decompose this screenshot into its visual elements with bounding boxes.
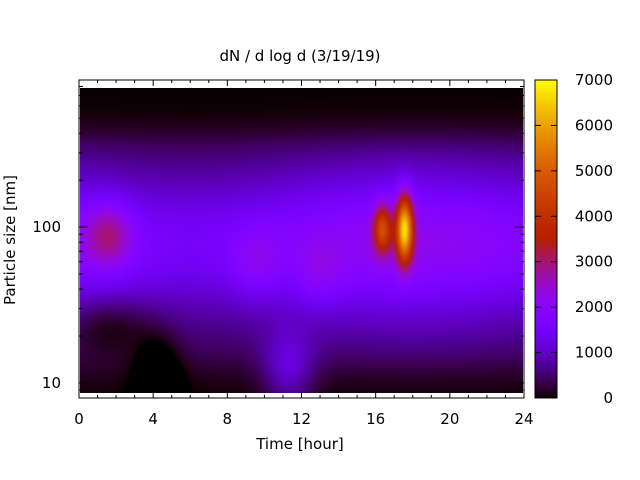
- colorbar-tick-label: 0: [603, 389, 613, 407]
- x-tick-label: 20: [440, 410, 459, 428]
- chart-title: dN / d log d (3/19/19): [219, 47, 380, 65]
- y-tick-label: 100: [32, 218, 61, 236]
- heatmap-canvas: [80, 88, 523, 393]
- x-axis-ticks: 0 4 8 12 16 20 24: [74, 80, 534, 428]
- colorbar-tick-label: 1000: [575, 344, 613, 362]
- x-tick-label: 12: [292, 410, 311, 428]
- colorbar-tick-label: 3000: [575, 253, 613, 271]
- plot-area: [78, 79, 525, 399]
- y-axis-label: Particle size [nm]: [1, 175, 19, 305]
- y-tick-label: 10: [42, 374, 61, 392]
- colorbar-tick-label: 6000: [575, 116, 613, 134]
- x-axis-label: Time [hour]: [255, 435, 344, 453]
- colorbar-canvas: [535, 80, 557, 398]
- colorbar-tick-label: 7000: [575, 71, 613, 89]
- y-axis-ticks: 10 100: [32, 85, 524, 399]
- colorbar-tick-label: 5000: [575, 162, 613, 180]
- colorbar-gradient: [535, 80, 557, 398]
- colorbar-ticks: 0 1000 2000 3000 4000 5000 6000 7000: [535, 71, 613, 407]
- x-tick-label: 4: [148, 410, 158, 428]
- colorbar-tick-label: 2000: [575, 298, 613, 316]
- x-tick-label: 16: [366, 410, 385, 428]
- colorbar-tick-label: 4000: [575, 207, 613, 225]
- x-tick-label: 8: [223, 410, 233, 428]
- x-tick-label: 24: [514, 410, 533, 428]
- heatmap-image: [80, 88, 523, 393]
- colorbar: 0 1000 2000 3000 4000 5000 6000 7000: [534, 71, 613, 407]
- x-tick-label: 0: [74, 410, 84, 428]
- colorbar-frame: [534, 79, 558, 399]
